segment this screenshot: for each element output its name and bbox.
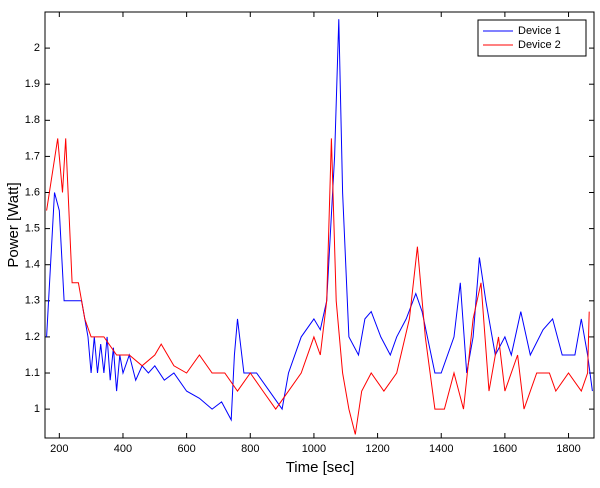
y-axis-label: Power [Watt]	[5, 182, 22, 267]
x-tick-label: 200	[50, 443, 68, 455]
y-tick-label: 1.9	[25, 78, 40, 90]
y-tick-label: 1.1	[25, 367, 40, 379]
plot-area	[45, 12, 594, 438]
y-tick-label: 1	[34, 403, 40, 415]
x-tick-label: 1000	[302, 443, 326, 455]
legend-label: Device 1	[518, 25, 561, 37]
series-line	[46, 19, 593, 422]
x-tick-label: 1400	[429, 443, 453, 455]
x-tick-label: 600	[177, 443, 195, 455]
y-tick-label: 1.5	[25, 223, 40, 235]
x-tick-label: 400	[114, 443, 132, 455]
y-tick-label: 1.4	[25, 259, 40, 271]
x-tick-label: 800	[241, 443, 259, 455]
y-tick-label: 1.2	[25, 331, 40, 343]
series-line	[46, 138, 590, 435]
legend-box	[477, 19, 587, 57]
y-tick-label: 2	[34, 42, 40, 54]
x-tick-label: 1200	[365, 443, 389, 455]
y-tick-label: 1.8	[25, 114, 40, 126]
axes-box	[44, 11, 595, 439]
x-tick-label: 1800	[556, 443, 580, 455]
y-tick-label: 1.6	[25, 186, 40, 198]
y-tick-label: 1.7	[25, 150, 40, 162]
x-tick-label: 1600	[493, 443, 517, 455]
y-tick-label: 1.3	[25, 295, 40, 307]
x-axis-label: Time [sec]	[286, 459, 355, 476]
legend-label: Device 2	[518, 39, 561, 51]
